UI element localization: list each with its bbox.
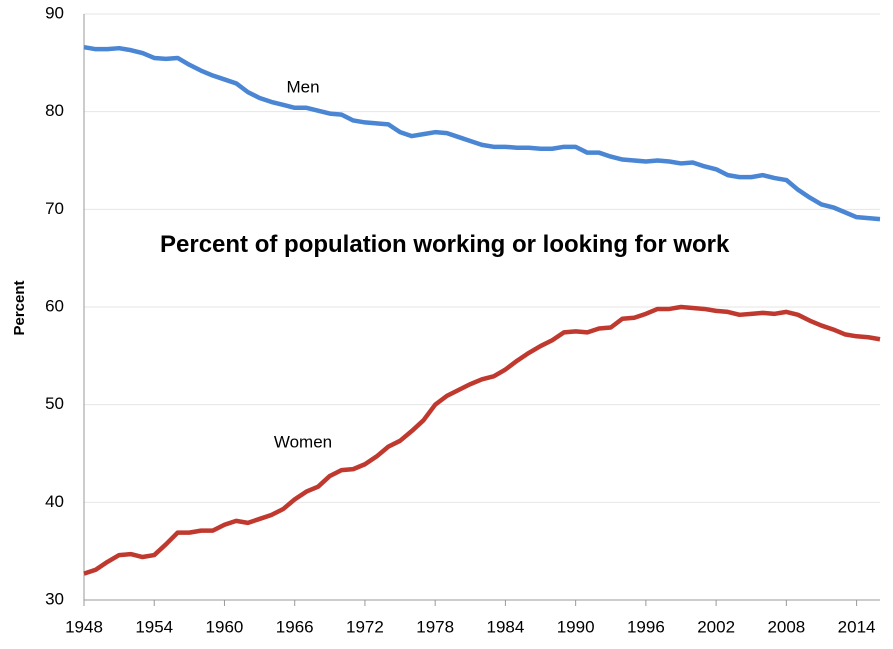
x-tick-label: 1978 [416,617,454,636]
y-tick-label: 30 [45,589,64,608]
y-tick-label: 50 [45,394,64,413]
y-tick-label: 40 [45,492,64,511]
x-tick-label: 1996 [627,617,665,636]
y-tick-label: 90 [45,3,64,22]
y-tick-label: 70 [45,199,64,218]
x-tick-label: 1990 [557,617,595,636]
series-label: Women [274,432,332,451]
x-tick-label: 2014 [838,617,876,636]
x-tick-label: 1966 [276,617,314,636]
x-tick-label: 2002 [697,617,735,636]
x-tick-label: 1972 [346,617,384,636]
x-tick-label: 1960 [206,617,244,636]
x-tick-label: 1984 [486,617,524,636]
line-series [83,44,881,222]
x-tick-label: 1954 [135,617,173,636]
line-series [83,304,881,576]
chart-title: Percent of population working or looking… [160,231,730,258]
x-tick-label: 2008 [767,617,805,636]
series-label: Men [286,77,319,96]
y-tick-label: 60 [45,296,64,315]
y-axis-label: Percent [11,280,28,335]
y-tick-label: 80 [45,101,64,120]
chart-title-box: Percent of population working or looking… [160,231,730,258]
x-tick-label: 1948 [65,617,103,636]
